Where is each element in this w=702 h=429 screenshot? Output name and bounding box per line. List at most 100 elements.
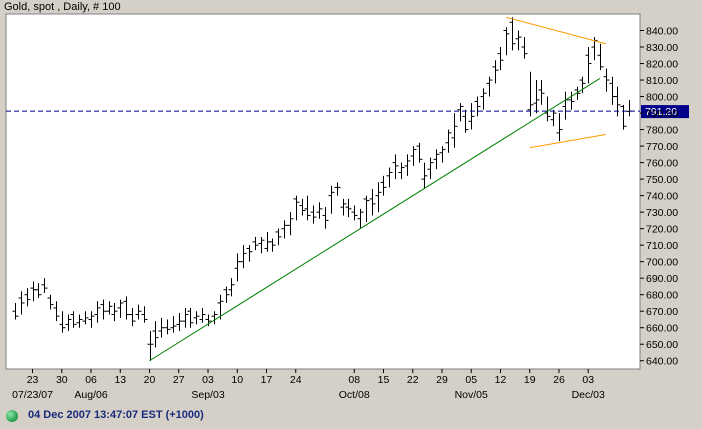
y-tick-label: 660.00 [646, 323, 678, 335]
y-tick-label: 750.00 [646, 174, 678, 186]
ohlc-bar [111, 302, 118, 322]
status-bar: 04 Dec 2007 13:47:07 EST (+1000) [0, 404, 702, 429]
y-tick-label: 700.00 [646, 257, 678, 269]
x-tick-label: 12 [495, 374, 507, 386]
last-price-label: 791.20 [645, 106, 677, 118]
ohlc-bar [65, 314, 72, 332]
ohlc-bar [579, 76, 586, 94]
ohlc-bar [503, 27, 510, 56]
ohlc-bar [41, 278, 48, 294]
ohlc-bar [375, 182, 382, 213]
ohlc-bar [94, 301, 101, 323]
ohlc-bar [340, 198, 347, 216]
ohlc-bar [497, 47, 504, 71]
x-tick-label: 24 [290, 374, 302, 386]
ohlc-bar [170, 316, 177, 333]
ohlc-bar [410, 146, 417, 166]
ohlc-bar [141, 306, 148, 323]
y-tick-label: 690.00 [646, 273, 678, 285]
x-tick-label: 15 [378, 374, 390, 386]
ohlc-bar [12, 302, 19, 320]
x-tick-label: 30 [56, 374, 68, 386]
ohlc-bar [597, 43, 604, 71]
ohlc-bar [299, 198, 306, 216]
ohlc-bar [217, 294, 224, 320]
ohlc-bar [462, 109, 469, 133]
y-tick-label: 800.00 [646, 92, 678, 104]
x-tick-label: 05 [465, 374, 477, 386]
ohlc-bar [240, 245, 247, 269]
ohlc-bar [211, 311, 218, 325]
ohlc-bar [47, 294, 54, 310]
ohlc-bar [474, 96, 481, 117]
ohlc-bar [164, 319, 171, 335]
y-tick-label: 820.00 [646, 59, 678, 71]
ohlc-bar [24, 288, 31, 307]
y-tick-label: 840.00 [646, 26, 678, 38]
ohlc-bar [199, 307, 206, 323]
ohlc-bar [53, 301, 60, 322]
x-tick-label: 10 [231, 374, 243, 386]
ohlc-bar [223, 286, 230, 303]
y-axis: 640.00 650.00 660.00 670.00 680.00 690.00 700.… [640, 26, 678, 368]
ohlc-bar [480, 88, 487, 110]
ohlc-bar [310, 205, 317, 224]
x-tick-label: 13 [114, 374, 126, 386]
ohlc-bar [509, 17, 516, 51]
chart-title: Gold, spot , Daily, # 100 [4, 1, 121, 13]
ohlc-bar [568, 91, 575, 110]
ohlc-bar [427, 157, 434, 180]
trendlines [149, 16, 606, 362]
ohlc-bar [328, 185, 335, 214]
y-tick-label: 650.00 [646, 339, 678, 351]
ohlc-bar [258, 236, 265, 254]
ohlc-bar [158, 317, 165, 338]
y-tick-label: 810.00 [646, 75, 678, 87]
x-tick-label: 17 [261, 374, 273, 386]
x-tick-label: 20 [144, 374, 156, 386]
y-tick-label: 790.00 [646, 108, 678, 120]
ohlc-bar [129, 307, 136, 327]
ohlc-bar [574, 86, 581, 100]
x-period-label: 07/23/07 [12, 389, 53, 401]
trendline [149, 77, 601, 362]
ohlc-bar [445, 129, 452, 153]
ohlc-bar [246, 245, 253, 262]
ohlc-bar [88, 311, 95, 328]
x-tick-label: 03 [582, 374, 594, 386]
ohlc-bar [451, 113, 458, 148]
y-tick-label: 770.00 [646, 141, 678, 153]
ohlc-bar [603, 68, 610, 92]
ohlc-bar [18, 291, 25, 315]
ohlc-bar [193, 311, 200, 325]
ohlc-bar [492, 60, 499, 84]
ohlc-bar [392, 154, 399, 180]
connection-status-icon [6, 410, 18, 422]
ohlc-bar [59, 311, 66, 333]
y-tick-label: 680.00 [646, 290, 678, 302]
x-tick-label: 03 [202, 374, 214, 386]
ohlc-bar [457, 103, 464, 122]
ohlc-bar [351, 205, 358, 221]
price-chart[interactable]: 791.20 640.00 650.00 660.00 670.00 680.00 690… [0, 0, 702, 404]
ohlc-bar [322, 207, 329, 229]
ohlc-bar [123, 296, 130, 320]
ohlc-bar [439, 146, 446, 163]
x-period-label: Nov/05 [455, 389, 488, 401]
ohlc-bar [527, 71, 534, 117]
ohlc-bar [35, 283, 42, 298]
x-period-label: Dec/03 [572, 389, 605, 401]
ohlc-bar [82, 311, 89, 325]
ohlc-bar [550, 109, 557, 127]
ohlc-bar [234, 253, 241, 282]
ohlc-bar [357, 208, 364, 229]
ohlc-bar [152, 321, 159, 348]
ohlc-bar [106, 301, 113, 315]
ohlc-bar [316, 202, 323, 219]
x-tick-label: 22 [407, 374, 419, 386]
ohlc-bar [556, 113, 563, 142]
ohlc-bar [521, 37, 528, 59]
ohlc-bar [147, 331, 154, 361]
y-tick-label: 670.00 [646, 306, 678, 318]
